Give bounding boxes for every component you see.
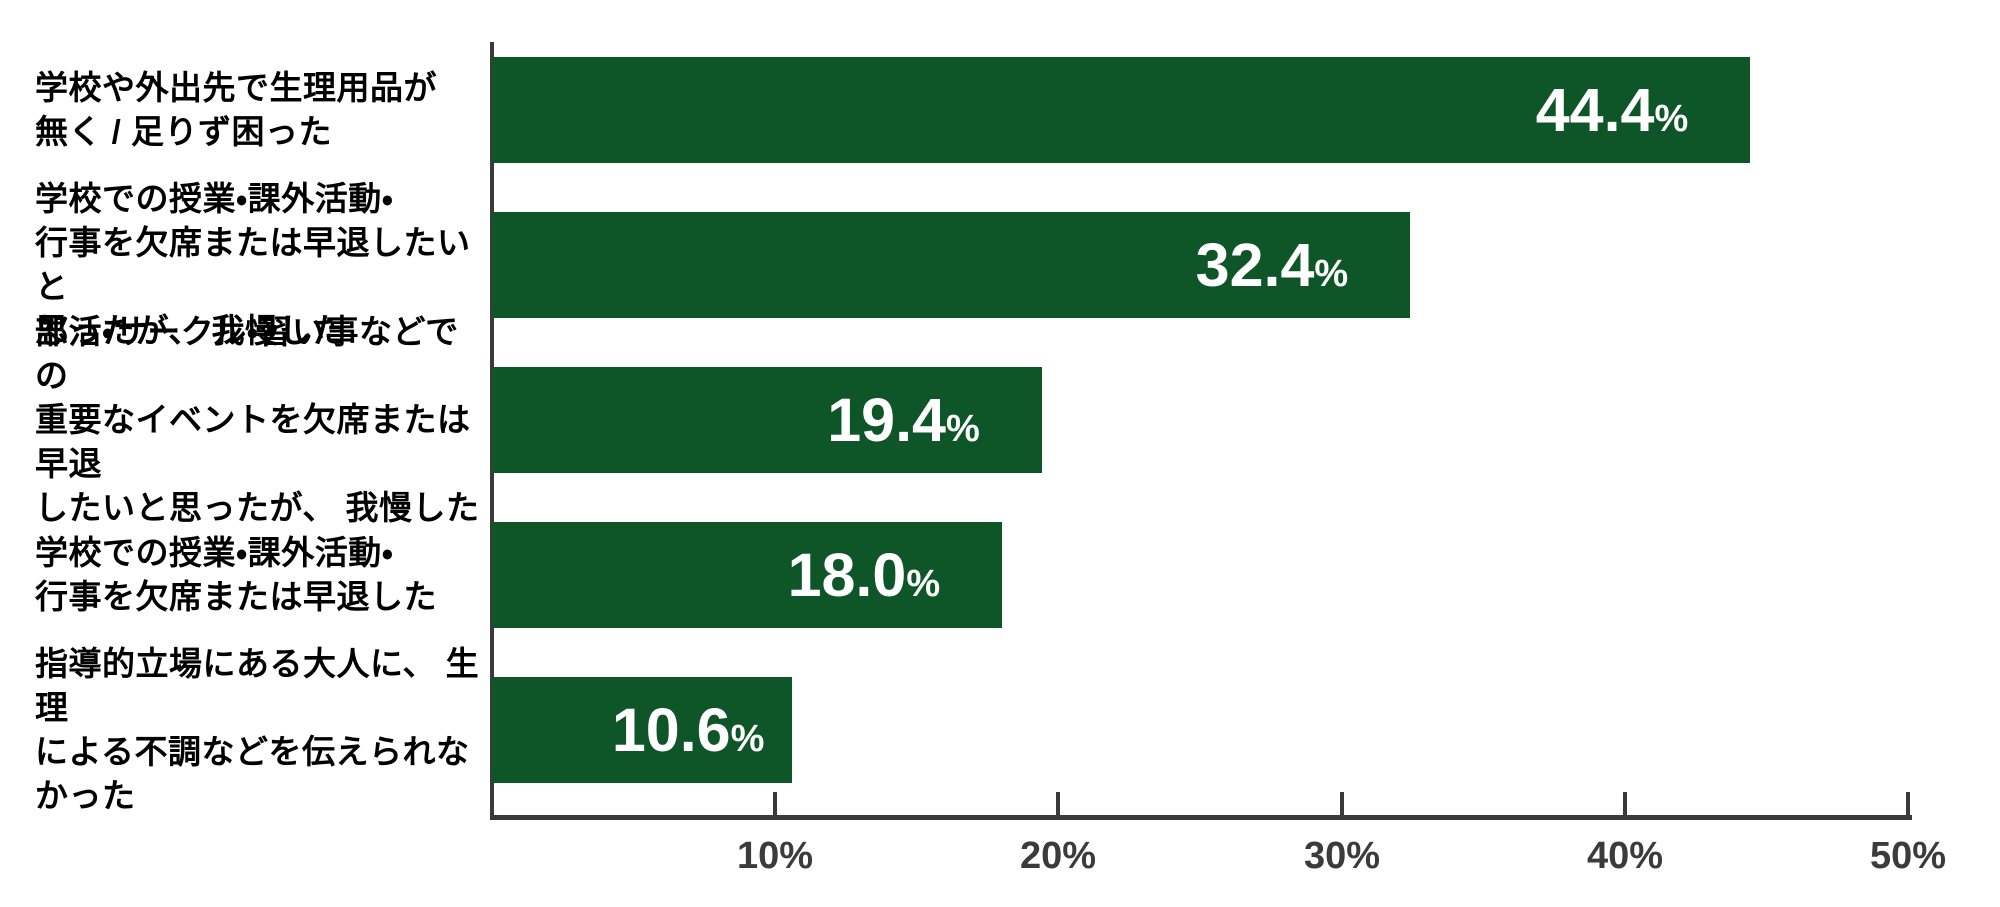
bar: 44.4% — [492, 57, 1751, 163]
category-label: 部活・サークル・習い事などでの 重要なイベントを欠席または早退 したいと思ったが… — [35, 313, 480, 526]
bar-value-number: 19.4 — [827, 385, 946, 454]
bar: 32.4% — [492, 212, 1411, 318]
bar: 10.6% — [492, 677, 793, 783]
x-axis-tick — [1340, 792, 1344, 815]
bar-value-number: 32.4 — [1195, 230, 1315, 299]
x-axis-line — [490, 815, 1912, 820]
bar-value-label: 32.4% — [1196, 234, 1349, 296]
bar-track: 44.4% — [492, 57, 1909, 163]
category-label: 学校や外出先で生理用品が 無く / 足りず困った — [35, 69, 437, 150]
percent-sign: % — [1314, 252, 1349, 295]
x-axis-tick — [1906, 792, 1910, 815]
bar: 18.0% — [492, 522, 1003, 628]
bar-track: 19.4% — [492, 367, 1909, 473]
percent-sign: % — [906, 562, 941, 605]
x-tick-label: 50% — [1869, 835, 1947, 877]
bar-track: 32.4% — [492, 212, 1909, 318]
bar: 19.4% — [492, 367, 1042, 473]
bar-value-label: 44.4% — [1536, 79, 1689, 141]
x-axis-tick — [1056, 792, 1060, 815]
x-axis-tick — [773, 792, 777, 815]
x-axis-tick — [1623, 792, 1627, 815]
x-tick-label: 40% — [1586, 835, 1664, 877]
bar-value-label: 18.0% — [788, 544, 941, 606]
x-tick-label: 20% — [1019, 835, 1097, 877]
category-label: 指導的立場にある大人に、 生理 による不調などを伝えられなかった — [35, 645, 480, 814]
bar-value-number: 18.0 — [787, 540, 907, 609]
bar-track: 10.6% — [492, 677, 1909, 783]
bar-value-number: 10.6 — [611, 695, 731, 764]
x-tick-label: 30% — [1303, 835, 1381, 877]
category-label: 学校での授業・課外活動・ 行事を欠席または早退した — [35, 534, 437, 615]
category-label: 学校での授業・課外活動・ 行事を欠席または早退したいと 思ったが、 我慢した — [35, 180, 471, 349]
bar-value-label: 19.4% — [827, 389, 980, 451]
x-tick-label: 10% — [736, 835, 814, 877]
bar-track: 18.0% — [492, 522, 1909, 628]
percent-sign: % — [945, 407, 980, 450]
percent-sign: % — [1654, 97, 1689, 140]
percent-sign: % — [730, 717, 765, 760]
bar-value-number: 44.4 — [1535, 75, 1655, 144]
bar-value-label: 10.6% — [612, 699, 765, 761]
